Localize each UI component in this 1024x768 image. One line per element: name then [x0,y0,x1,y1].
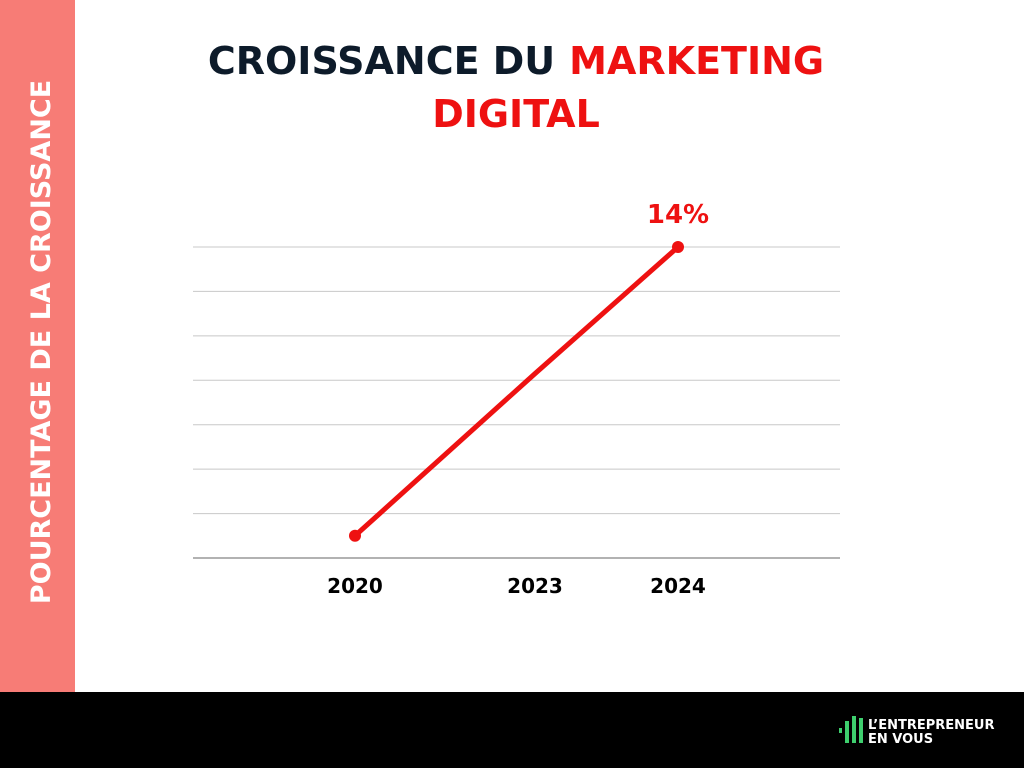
y-axis-label: POURCENTAGE DE LA CROISSANCE [26,80,57,604]
brand-name: L’ENTREPRENEUR [868,718,995,733]
title-part: MARKETING [569,39,824,83]
point [672,241,684,253]
point [349,529,361,542]
side-band [0,0,75,692]
chart-title: CROISSANCE DU MARKETING [208,39,824,83]
x-tick-label: 2020 [327,574,383,598]
value-label: 14% [647,200,709,230]
title-part: DIGITAL [432,92,600,136]
x-tick-label: 2023 [507,574,563,598]
logo-icon [839,716,863,743]
line [352,244,681,539]
brand-name: EN VOUS [868,732,933,747]
title-part: CROISSANCE DU [208,39,555,83]
x-tick-label: 2024 [650,574,706,598]
